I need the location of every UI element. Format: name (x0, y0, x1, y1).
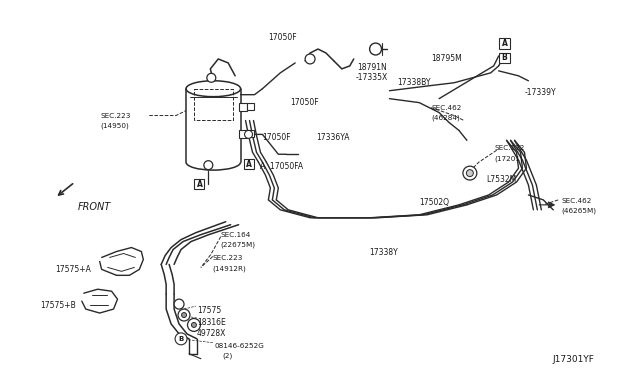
Text: B: B (179, 336, 184, 342)
Text: B: B (502, 54, 508, 62)
Circle shape (182, 312, 186, 318)
Circle shape (244, 131, 253, 138)
Bar (499, 52, 510, 63)
Bar (244, 159, 253, 169)
Text: 18316E: 18316E (197, 318, 226, 327)
Text: 17338BY: 17338BY (397, 78, 431, 87)
Circle shape (174, 299, 184, 309)
Text: 17050F: 17050F (268, 33, 297, 42)
Text: (14912R): (14912R) (213, 265, 246, 272)
Text: -17335X: -17335X (356, 73, 388, 82)
Text: (46265M): (46265M) (561, 208, 596, 214)
Bar (239, 131, 246, 138)
Bar (246, 103, 253, 110)
Text: FRONT: FRONT (78, 202, 111, 212)
Circle shape (207, 73, 216, 82)
Text: (22675M): (22675M) (221, 241, 256, 248)
Circle shape (175, 333, 187, 345)
Circle shape (204, 161, 213, 170)
Text: 17338Y: 17338Y (370, 247, 398, 257)
Circle shape (178, 309, 190, 321)
Text: 18795M: 18795M (431, 54, 462, 63)
Text: SEC.172: SEC.172 (495, 145, 525, 151)
Text: 17336YA: 17336YA (316, 134, 349, 142)
Bar (239, 103, 246, 110)
Circle shape (188, 318, 200, 331)
Text: J17301YF: J17301YF (552, 355, 594, 364)
Bar (499, 38, 510, 48)
Text: A: A (502, 39, 508, 48)
Text: SEC.223: SEC.223 (100, 113, 131, 119)
Text: 17050F: 17050F (290, 98, 319, 107)
Text: (14950): (14950) (100, 122, 129, 129)
Text: -17339Y: -17339Y (524, 88, 556, 97)
Circle shape (467, 170, 474, 177)
Text: 08146-6252G: 08146-6252G (215, 343, 265, 349)
Text: A: A (196, 180, 202, 189)
Text: 18791N: 18791N (356, 63, 387, 72)
Text: L7532M: L7532M (486, 175, 516, 184)
Text: SEC.164: SEC.164 (221, 232, 251, 238)
Bar (246, 131, 253, 137)
Text: (46284): (46284) (431, 115, 460, 121)
Text: A  17050FA: A 17050FA (260, 162, 303, 171)
Text: 49728X: 49728X (197, 329, 227, 338)
Text: 17050F: 17050F (262, 134, 291, 142)
Text: 17575: 17575 (197, 306, 221, 315)
Text: SEC.462: SEC.462 (561, 198, 591, 204)
Text: 17575+A: 17575+A (55, 265, 91, 275)
Text: 17502Q: 17502Q (419, 198, 449, 207)
Circle shape (191, 323, 196, 327)
Text: SEC.462: SEC.462 (431, 105, 461, 110)
Text: (2): (2) (223, 353, 233, 359)
Text: (17201): (17201) (495, 155, 524, 162)
Text: 17575+B: 17575+B (40, 301, 76, 310)
Text: A: A (246, 160, 252, 169)
Circle shape (463, 166, 477, 180)
Text: SEC.223: SEC.223 (213, 256, 243, 262)
Circle shape (305, 54, 315, 64)
Circle shape (370, 43, 381, 55)
Bar (195, 179, 204, 189)
